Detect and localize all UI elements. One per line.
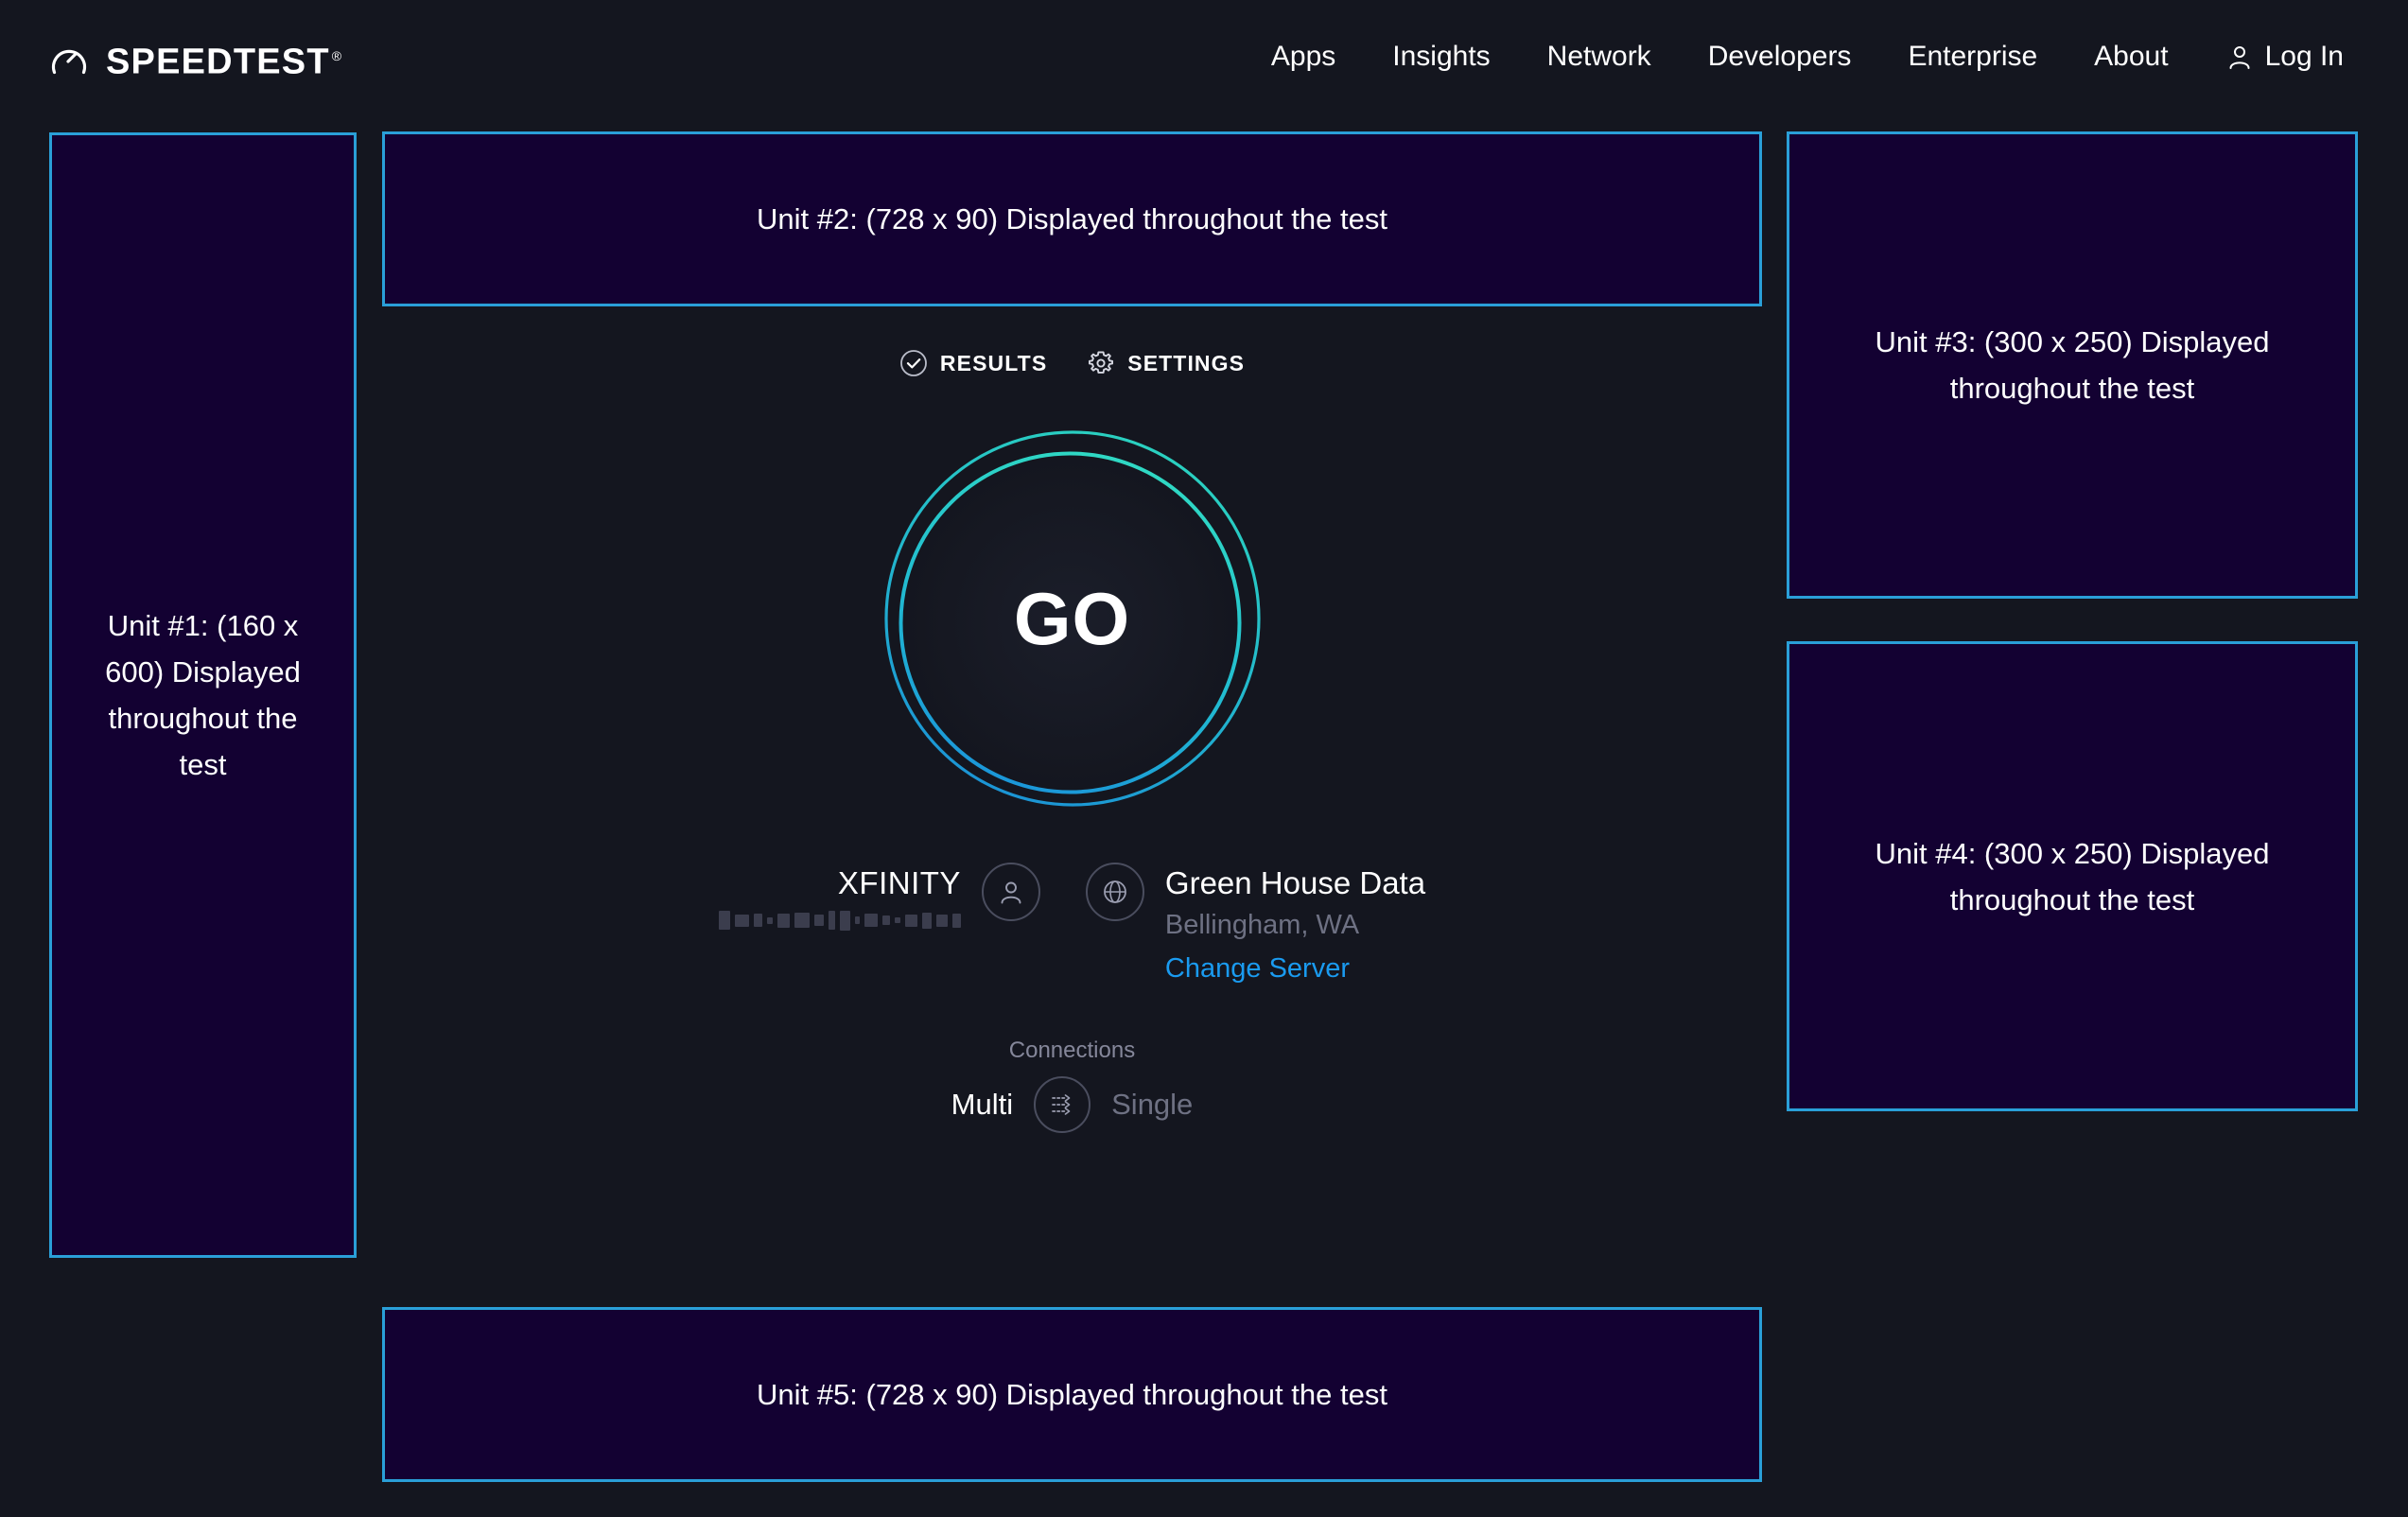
ad-unit-3-text: Unit #3: (300 x 250) Displayed throughou… xyxy=(1875,325,2270,405)
speedtest-panel: RESULTS SETTINGS xyxy=(382,306,1762,1133)
settings-button[interactable]: SETTINGS xyxy=(1087,349,1245,377)
brand-logo[interactable]: SPEEDTEST ® xyxy=(49,36,341,82)
person-icon xyxy=(2225,43,2254,71)
isp-block[interactable]: XFINITY xyxy=(718,863,1086,931)
connection-info: XFINITY xyxy=(382,863,1762,987)
settings-label: SETTINGS xyxy=(1127,350,1246,375)
person-circle-icon xyxy=(981,863,1040,921)
nav-item-developers[interactable]: Developers xyxy=(1707,41,1852,72)
panel-toolbar: RESULTS SETTINGS xyxy=(899,349,1245,377)
ad-unit-5[interactable]: Unit #5: (728 x 90) Displayed throughout… xyxy=(382,1307,1762,1482)
isp-ip-masked xyxy=(718,910,961,931)
ad-unit-2[interactable]: Unit #2: (728 x 90) Displayed throughout… xyxy=(382,131,1762,306)
ad-unit-4[interactable]: Unit #4: (300 x 250) Displayed throughou… xyxy=(1787,641,2358,1111)
brand-name: SPEEDTEST ® xyxy=(106,42,342,82)
nav-item-apps[interactable]: Apps xyxy=(1270,41,1336,72)
go-ring-outer xyxy=(883,430,1261,807)
server-location: Bellingham, WA xyxy=(1164,910,1360,940)
go-ring-inner xyxy=(899,451,1241,794)
globe-circle-icon xyxy=(1085,863,1144,921)
go-button[interactable]: GO xyxy=(883,429,1262,808)
ad-unit-3[interactable]: Unit #3: (300 x 250) Displayed throughou… xyxy=(1787,131,2358,599)
connections-toggle: Multi Single xyxy=(951,1076,1194,1133)
connections-single-option[interactable]: Single xyxy=(1111,1088,1194,1121)
ad-unit-1[interactable]: Unit #1: (160 x 600) Displayed throughou… xyxy=(49,132,357,1258)
results-label: RESULTS xyxy=(939,350,1048,375)
ad-unit-1-text: Unit #1: (160 x 600) Displayed throughou… xyxy=(105,609,301,781)
connections-label: Connections xyxy=(1008,1037,1136,1063)
check-circle-icon xyxy=(899,349,928,377)
connections-multi-option[interactable]: Multi xyxy=(951,1088,1014,1121)
nav-item-about[interactable]: About xyxy=(2094,41,2169,72)
multi-arrows-icon[interactable] xyxy=(1034,1076,1091,1133)
main-nav: Apps Insights Network Developers Enterpr… xyxy=(1243,36,2370,78)
brand-trademark: ® xyxy=(331,48,342,63)
ad-unit-2-text: Unit #2: (728 x 90) Displayed throughout… xyxy=(757,202,1387,235)
ad-unit-5-text: Unit #5: (728 x 90) Displayed throughout… xyxy=(757,1378,1387,1411)
isp-name: XFINITY xyxy=(837,865,961,900)
speedometer-icon xyxy=(49,39,89,78)
server-name: Green House Data xyxy=(1164,865,1426,900)
change-server-link[interactable]: Change Server xyxy=(1164,953,1350,984)
ad-unit-4-text: Unit #4: (300 x 250) Displayed throughou… xyxy=(1875,836,2270,916)
nav-item-insights[interactable]: Insights xyxy=(1392,41,1491,72)
nav-item-network[interactable]: Network xyxy=(1546,41,1651,72)
connections-section: Connections Multi Single xyxy=(951,1037,1194,1133)
site-header: SPEEDTEST ® Apps Insights Network Develop… xyxy=(0,0,2408,112)
gear-icon xyxy=(1087,349,1115,377)
results-button[interactable]: RESULTS xyxy=(899,349,1047,377)
nav-item-enterprise[interactable]: Enterprise xyxy=(1908,41,2038,72)
login-button[interactable]: Log In xyxy=(2197,36,2370,78)
go-label: GO xyxy=(1013,576,1131,660)
server-block[interactable]: Green House Data Bellingham, WA Change S… xyxy=(1085,863,1426,987)
login-label: Log In xyxy=(2264,41,2344,72)
